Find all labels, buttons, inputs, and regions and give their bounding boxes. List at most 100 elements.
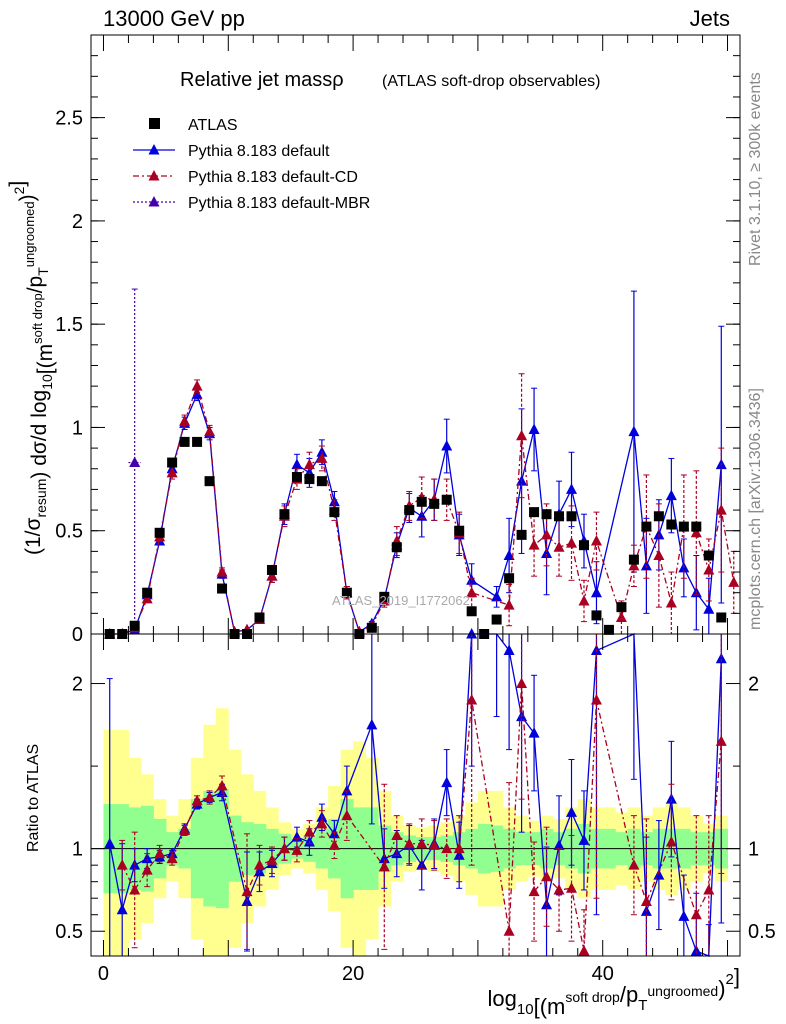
ratio-y-tick-label: 0.5 [55, 921, 83, 943]
atlas-data-point [192, 436, 203, 447]
legend-marker-atlas [149, 118, 160, 129]
ratio-point [278, 842, 290, 854]
y-tick-label: 2.5 [55, 108, 83, 130]
ratio-point [441, 842, 453, 854]
ratio-point [628, 859, 640, 870]
data-point-triangle [503, 549, 515, 561]
legend-label: ATLAS [188, 117, 238, 134]
data-point-triangle [129, 456, 141, 468]
data-point-triangle [541, 547, 553, 558]
ratio-y-tick-label: 2 [72, 674, 83, 696]
data-point-triangle [578, 594, 590, 606]
data-point-triangle [204, 425, 216, 437]
data-point-triangle [528, 423, 540, 435]
data-point-triangle [179, 415, 191, 426]
ratio-point [590, 694, 602, 705]
data-point-triangle [191, 380, 203, 391]
ratio-plot-panel: 0 20 40 0.5 0.5 1 1 2 2 log10[(msoft drop/pTungro… [55, 628, 776, 1019]
ratio-point [116, 859, 128, 870]
data-point-triangle [715, 504, 727, 515]
ratio-point [253, 859, 265, 870]
atlas-data-point [491, 614, 502, 625]
ratio-point [179, 824, 191, 836]
ratio-point [116, 903, 128, 915]
ratio-point [129, 883, 141, 895]
ratio-point [141, 852, 153, 864]
ratio-point [665, 793, 677, 804]
watermark: ATLAS_2019_I1772062 [332, 593, 470, 608]
ratio-point [453, 849, 465, 860]
energy-label: 13000 GeV pp [103, 6, 245, 31]
legend-marker [148, 170, 160, 181]
x-tick-label: 0 [98, 963, 109, 985]
atlas-data-point [566, 511, 577, 522]
ratio-point [653, 869, 665, 880]
ratio-point [528, 727, 540, 738]
ratio-point [578, 834, 590, 845]
data-point-triangle [628, 559, 640, 571]
atlas-data-point [541, 509, 552, 520]
atlas-data-point [291, 472, 302, 483]
ratio-point [378, 860, 390, 872]
data-point-triangle [316, 452, 328, 463]
main-plot-panel: 0 0.5 1 1.5 2 2.5 ATLAS Pythia 8.183 default Pyt… [6, 34, 741, 646]
data-point-triangle [191, 388, 203, 399]
atlas-data-point [504, 573, 515, 584]
ratio-point [665, 836, 677, 847]
data-point-triangle [590, 586, 602, 598]
data-point-triangle [441, 440, 453, 451]
ratio-point [341, 809, 353, 821]
atlas-data-point [404, 505, 415, 516]
ratio-point [391, 829, 403, 840]
data-point-triangle [690, 526, 702, 538]
mcplots-label: mcplots.cern.ch [arXiv:1306.3436] [747, 388, 764, 630]
x-tick-label: 20 [342, 963, 364, 985]
atlas-data-point [578, 540, 589, 551]
ratio-y-tick-label-right: 0.5 [748, 921, 776, 943]
atlas-data-point [167, 457, 178, 468]
y-axis-title: (1/σresum) dσ/d log10[(msoft drop/pTungr… [6, 181, 57, 555]
ratio-y-tick-label-right: 2 [748, 674, 759, 696]
ratio-point [366, 718, 378, 730]
x-axis-title: log10[(msoft drop/pTungroomed)2] [488, 964, 740, 1019]
data-point-triangle [266, 570, 278, 581]
ratio-point [141, 864, 153, 875]
ratio-point [703, 883, 715, 895]
ratio-point [503, 925, 515, 936]
atlas-data-point [179, 436, 190, 447]
data-point-triangle [503, 599, 515, 610]
ratio-point [516, 677, 528, 689]
data-point-triangle [728, 576, 740, 587]
atlas-data-point [466, 606, 477, 617]
ratio-point [216, 779, 228, 791]
data-point-triangle [541, 528, 553, 540]
ratio-point [453, 842, 465, 854]
atlas-data-point [603, 624, 614, 635]
ratio-y-tick-label-right: 1 [748, 839, 759, 861]
y-tick-label: 2 [72, 211, 83, 233]
data-point-triangle [166, 466, 178, 478]
atlas-data-point [142, 587, 153, 598]
atlas-data-point [279, 509, 290, 520]
data-point-triangle [703, 563, 715, 575]
atlas-data-point [391, 542, 402, 553]
ratio-point [566, 882, 578, 893]
ratio-point [204, 791, 216, 802]
ratio-point [341, 784, 353, 796]
ratio-point [428, 839, 440, 850]
data-point-triangle [653, 549, 665, 561]
atlas-data-point [653, 511, 664, 522]
ratio-point [553, 883, 565, 895]
ratio-point [503, 644, 515, 656]
legend-marker [148, 144, 160, 155]
atlas-data-point [691, 521, 702, 532]
ratio-point [466, 628, 478, 639]
atlas-data-point [266, 564, 277, 575]
ratio-point [553, 839, 565, 850]
ratio-point [640, 895, 652, 907]
data-point-triangle [553, 541, 565, 552]
ratio-point [241, 885, 253, 897]
atlas-data-point [154, 527, 165, 538]
chart-subtitle: (ATLAS soft-drop observables) [382, 73, 600, 90]
